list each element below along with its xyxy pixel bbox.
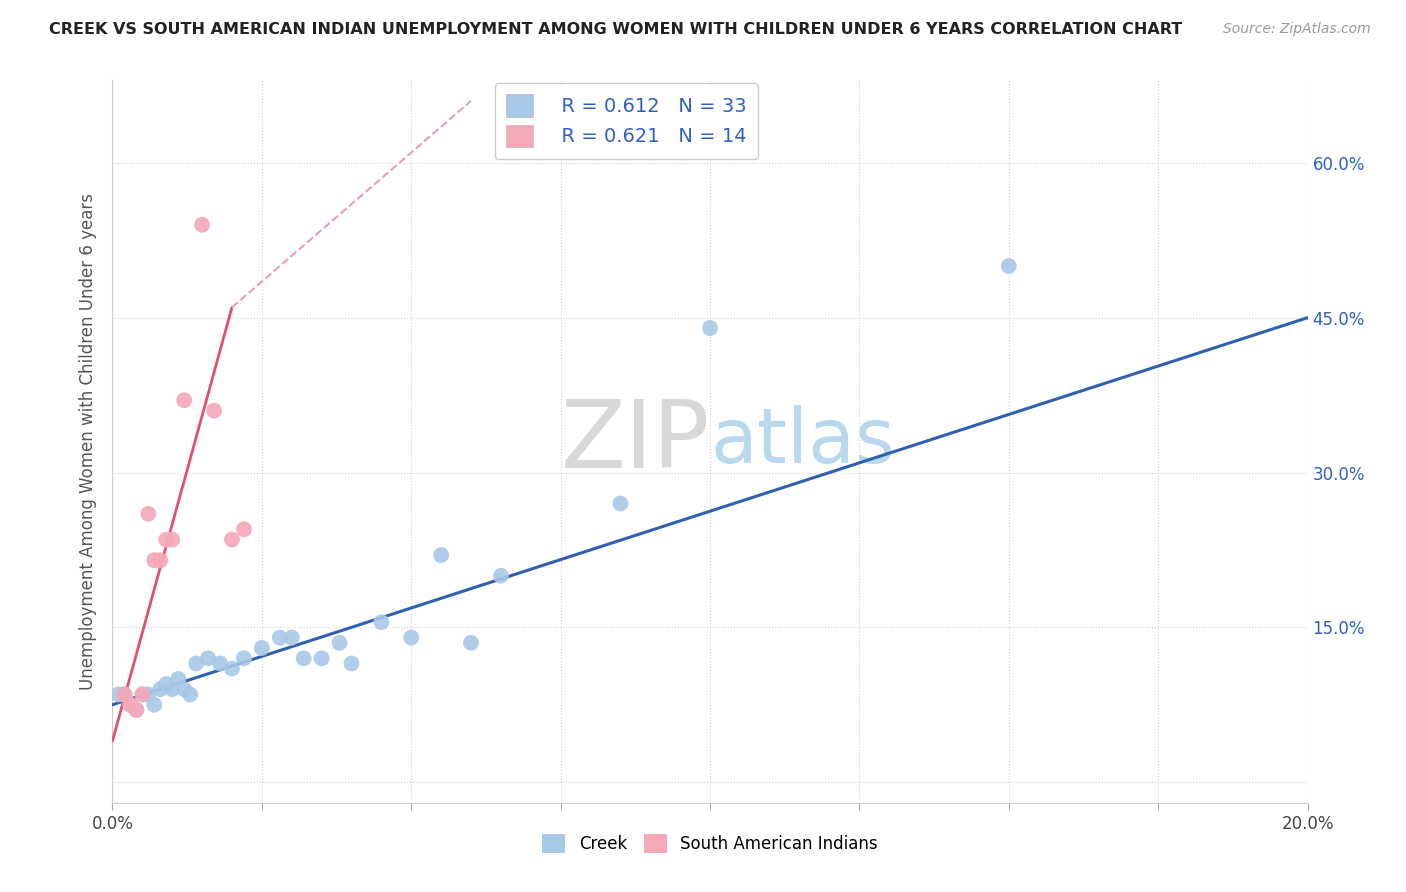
Point — [460, 636, 482, 650]
Point — [167, 672, 190, 686]
Point — [114, 687, 135, 701]
Point — [173, 393, 195, 408]
Point — [149, 553, 172, 567]
Point — [120, 698, 142, 712]
Point — [609, 496, 631, 510]
Point — [155, 533, 177, 547]
Point — [125, 703, 148, 717]
Point — [114, 687, 135, 701]
Point — [209, 657, 232, 671]
Point — [401, 631, 423, 645]
Point — [186, 657, 208, 671]
Point — [281, 631, 304, 645]
Point — [233, 651, 256, 665]
Point — [311, 651, 333, 665]
Legend: Creek, South American Indians: Creek, South American Indians — [536, 827, 884, 860]
Point — [202, 403, 225, 417]
Y-axis label: Unemployment Among Women with Children Under 6 years: Unemployment Among Women with Children U… — [79, 193, 97, 690]
Point — [340, 657, 363, 671]
Point — [329, 636, 352, 650]
Point — [143, 553, 166, 567]
Point — [138, 507, 160, 521]
Point — [173, 682, 195, 697]
Point — [120, 698, 142, 712]
Point — [143, 698, 166, 712]
Point — [162, 533, 183, 547]
Point — [131, 687, 153, 701]
Point — [430, 548, 453, 562]
Text: atlas: atlas — [710, 405, 894, 478]
Point — [998, 259, 1021, 273]
Point — [221, 533, 243, 547]
Point — [699, 321, 721, 335]
Point — [370, 615, 392, 630]
Point — [197, 651, 219, 665]
Point — [138, 687, 160, 701]
Point — [155, 677, 177, 691]
Text: Source: ZipAtlas.com: Source: ZipAtlas.com — [1223, 22, 1371, 37]
Point — [250, 640, 273, 655]
Point — [221, 662, 243, 676]
Point — [489, 568, 512, 582]
Point — [149, 682, 172, 697]
Point — [179, 687, 201, 701]
Point — [125, 703, 148, 717]
Text: ZIP: ZIP — [561, 395, 710, 488]
Point — [269, 631, 291, 645]
Point — [131, 687, 153, 701]
Point — [107, 687, 129, 701]
Point — [233, 522, 256, 536]
Point — [292, 651, 315, 665]
Point — [191, 218, 214, 232]
Point — [162, 682, 183, 697]
Text: CREEK VS SOUTH AMERICAN INDIAN UNEMPLOYMENT AMONG WOMEN WITH CHILDREN UNDER 6 YE: CREEK VS SOUTH AMERICAN INDIAN UNEMPLOYM… — [49, 22, 1182, 37]
